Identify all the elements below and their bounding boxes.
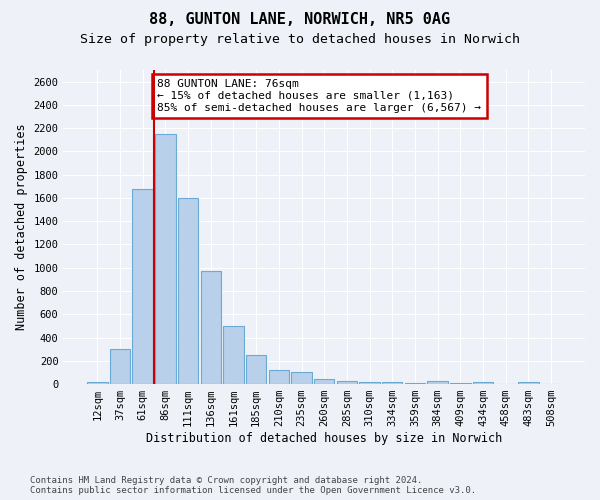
Bar <box>314 379 334 384</box>
Bar <box>427 381 448 384</box>
Y-axis label: Number of detached properties: Number of detached properties <box>15 124 28 330</box>
Bar <box>133 188 153 384</box>
Text: Size of property relative to detached houses in Norwich: Size of property relative to detached ho… <box>80 32 520 46</box>
Text: 88 GUNTON LANE: 76sqm
← 15% of detached houses are smaller (1,163)
85% of semi-d: 88 GUNTON LANE: 76sqm ← 15% of detached … <box>157 80 481 112</box>
Bar <box>382 382 403 384</box>
Bar <box>473 382 493 384</box>
X-axis label: Distribution of detached houses by size in Norwich: Distribution of detached houses by size … <box>146 432 502 445</box>
Bar <box>269 370 289 384</box>
Bar <box>292 372 312 384</box>
Bar <box>518 382 539 384</box>
Bar <box>87 382 107 384</box>
Bar <box>246 355 266 384</box>
Text: Contains HM Land Registry data © Crown copyright and database right 2024.: Contains HM Land Registry data © Crown c… <box>30 476 422 485</box>
Bar <box>223 326 244 384</box>
Bar <box>178 198 198 384</box>
Text: 88, GUNTON LANE, NORWICH, NR5 0AG: 88, GUNTON LANE, NORWICH, NR5 0AG <box>149 12 451 28</box>
Bar <box>200 271 221 384</box>
Bar <box>110 349 130 384</box>
Text: Contains public sector information licensed under the Open Government Licence v3: Contains public sector information licen… <box>30 486 476 495</box>
Bar <box>359 382 380 384</box>
Bar <box>450 383 470 384</box>
Bar <box>405 383 425 384</box>
Bar <box>337 380 357 384</box>
Bar <box>155 134 176 384</box>
